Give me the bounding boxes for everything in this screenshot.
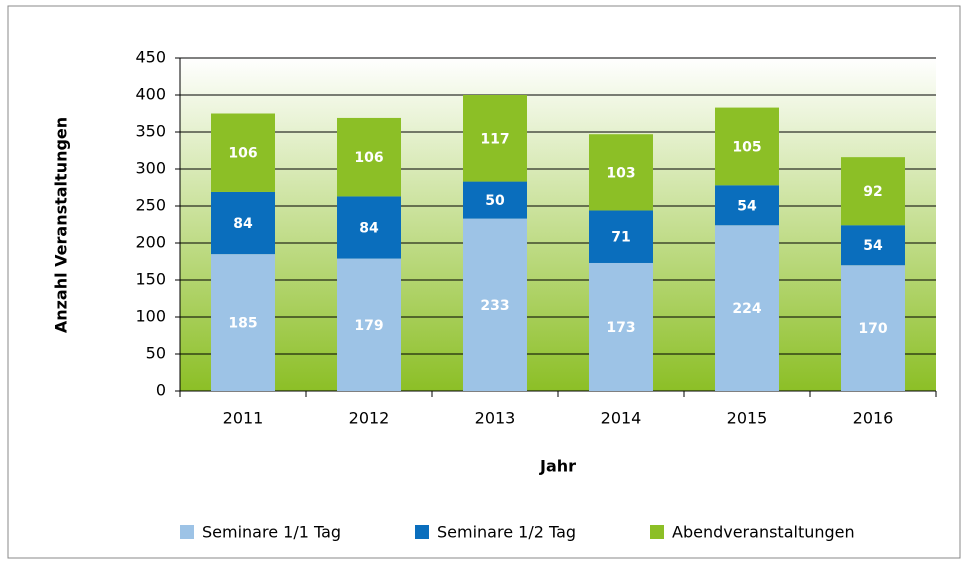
bar-segment [715,107,779,186]
x-tick-label: 2011 [223,409,264,428]
legend-swatch [415,525,429,539]
x-axis-label: Jahr [539,457,576,476]
bar-segment [589,262,653,391]
value-label: 106 [228,146,257,162]
value-label: 224 [732,301,761,317]
value-label: 71 [611,230,630,246]
value-label: 84 [233,216,253,232]
value-label: 92 [863,184,882,200]
value-label: 54 [737,198,757,214]
y-tick-label: 400 [135,85,166,104]
legend-label: Abendveranstaltungen [672,523,855,542]
value-label: 106 [354,150,383,166]
bar-segment [337,196,401,259]
x-tick-label: 2015 [727,409,768,428]
bar-segment [463,95,527,182]
bar-segment [841,157,905,226]
x-tick-label: 2013 [475,409,516,428]
x-tick-label: 2014 [601,409,642,428]
bar-segment [337,117,401,197]
legend-label: Seminare 1/2 Tag [437,523,576,542]
value-label: 179 [354,318,383,334]
legend-swatch [650,525,664,539]
legend-label: Seminare 1/1 Tag [202,523,341,542]
y-tick-label: 150 [135,270,166,289]
y-tick-label: 100 [135,307,166,326]
value-label: 185 [228,316,257,332]
bar-segment [211,191,275,255]
y-tick-label: 450 [135,48,166,67]
y-tick-label: 300 [135,159,166,178]
y-tick-label: 350 [135,122,166,141]
bar-segment [715,185,779,226]
bar-segment [841,225,905,266]
bar-segment [463,181,527,219]
y-axis-label: Anzahl Veranstaltungen [52,117,71,333]
y-tick-label: 50 [146,344,166,363]
value-label: 117 [480,131,509,147]
value-label: 54 [863,238,883,254]
bar-segment [841,265,905,391]
value-label: 233 [480,298,509,314]
bar-segment [211,113,275,192]
y-tick-label: 200 [135,233,166,252]
x-tick-label: 2016 [853,409,894,428]
x-tick-label: 2012 [349,409,390,428]
value-label: 84 [359,220,379,236]
value-label: 50 [485,193,505,209]
bar-segment [589,210,653,263]
value-label: 103 [606,165,635,181]
bar-segment [337,258,401,391]
plot-area [180,58,936,391]
bar-segment [463,218,527,391]
y-tick-label: 250 [135,196,166,215]
value-label: 173 [606,320,635,336]
bar-segment [715,225,779,391]
y-tick-label: 0 [156,381,166,400]
value-label: 170 [858,321,887,337]
legend-swatch [180,525,194,539]
bar-segment [589,134,653,211]
value-label: 105 [732,139,761,155]
bar-segment [211,254,275,391]
